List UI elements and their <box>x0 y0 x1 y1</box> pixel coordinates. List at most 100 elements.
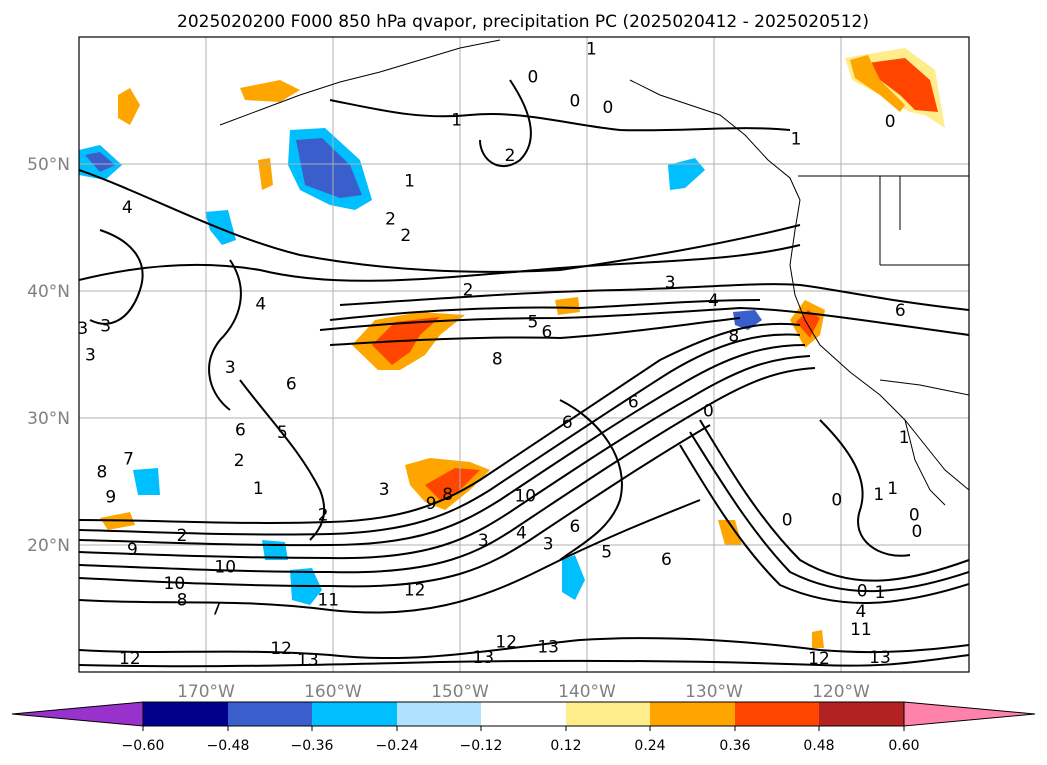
baja <box>904 419 946 506</box>
shade-positive-spot6 <box>555 297 580 315</box>
contour-se-1 <box>699 419 969 582</box>
contour-label: 1 <box>899 428 910 448</box>
lon-tick-170w: 170°W <box>177 682 235 702</box>
shade-positive-ne-core <box>868 58 938 112</box>
contour-label: 3 <box>379 480 390 500</box>
contour-label: 4 <box>255 295 266 315</box>
contour-1-north <box>329 99 791 132</box>
shade-negative-west-mid <box>205 210 236 245</box>
contour-label: 2 <box>385 210 396 230</box>
contour-label: 0 <box>857 582 868 602</box>
contour-label: 0 <box>569 92 580 112</box>
shade-negative-north-mid <box>668 158 705 190</box>
colorbar-extend-low <box>11 701 144 727</box>
contour-se-2 <box>689 431 969 593</box>
contour-band-2 <box>79 333 801 536</box>
contour-label: 0 <box>911 522 922 542</box>
contour-label: 4 <box>708 291 719 311</box>
lon-tick-150w: 150°W <box>431 682 489 702</box>
contour-se-3 <box>679 444 969 604</box>
contour-label: 3 <box>478 531 489 551</box>
cb-tick-label-3: −0.36 <box>291 738 334 754</box>
contour-6 <box>319 306 969 336</box>
cb-tick-label-4: −0.24 <box>376 738 419 754</box>
qvapor-contours <box>79 79 969 668</box>
contour-wiggle-west <box>89 229 144 325</box>
contour-label: 4 <box>516 523 527 543</box>
cb-tick-label-9: 0.48 <box>803 738 834 754</box>
contour-label: 8 <box>177 591 188 611</box>
shade-negative-nw-core <box>296 138 362 198</box>
contour-label: 7 <box>123 450 134 470</box>
contour-label: 0 <box>603 98 614 118</box>
contour-label: 13 <box>297 650 319 670</box>
shade-positive-ne-mid <box>850 55 905 112</box>
contour-label: 1 <box>586 39 597 59</box>
colorbar-bin-6 <box>566 702 650 726</box>
contour-label: 0 <box>703 401 714 421</box>
contour-label: 2 <box>177 526 188 546</box>
contour-label: 1 <box>873 485 884 505</box>
lon-tick-140w: 140°W <box>558 682 616 702</box>
contour-13 <box>79 654 969 668</box>
shade-positive-spot2 <box>258 158 273 190</box>
contour-label: 6 <box>562 413 573 433</box>
contour-label: 6 <box>895 301 906 321</box>
contour-label: 2 <box>400 226 411 246</box>
cb-tick-label-7: 0.24 <box>634 738 665 754</box>
contour-label: 0 <box>885 112 896 132</box>
lat-tick-20n: 20°N <box>27 536 70 556</box>
contour-wiggle-se <box>559 399 623 561</box>
contour-label: 13 <box>537 638 559 658</box>
contour-label: 3 <box>543 535 554 555</box>
colorbar-bin-7 <box>650 702 735 726</box>
contour-label: 9 <box>127 540 138 560</box>
coastline-alaska <box>219 39 501 126</box>
contour-band-3 <box>79 344 806 547</box>
lon-tick-120w: 120°W <box>812 682 870 702</box>
cb-tick-label-2: −0.48 <box>207 738 250 754</box>
contour-label: 12 <box>808 649 830 669</box>
contour-label: 4 <box>856 602 867 622</box>
cb-tick-label-5: −0.12 <box>460 738 503 754</box>
contour-label: 13 <box>472 648 494 668</box>
contour-label: 2 <box>463 281 474 301</box>
contour-8 <box>329 317 741 346</box>
contour-label: 8 <box>492 349 503 369</box>
contour-label: 2 <box>505 146 516 166</box>
contour-label: 10 <box>514 486 536 506</box>
shade-positive-spot4 <box>718 520 742 545</box>
contour-label: 8 <box>442 485 453 505</box>
contour-2 <box>79 169 801 273</box>
contour-label: 6 <box>235 420 246 440</box>
contour-label: 1 <box>404 172 415 192</box>
border-us-mexico <box>879 379 969 396</box>
contour-label: 7 <box>211 600 222 620</box>
colorbar-bin-9 <box>819 702 904 726</box>
lat-tick-40n: 40°N <box>27 282 70 302</box>
shade-positive-spot7 <box>812 630 824 648</box>
lon-tick-160w: 160°W <box>304 682 362 702</box>
shade-positive-spot3 <box>240 80 300 102</box>
contour-label: 5 <box>601 542 612 562</box>
contour-3 <box>79 244 801 282</box>
contour-label: 0 <box>831 490 842 510</box>
colorbar-extend-high <box>903 701 1036 727</box>
colorbar-bin-4 <box>397 702 481 726</box>
contour-label: 10 <box>164 574 186 594</box>
contour-label: 12 <box>270 639 292 659</box>
map-gridlines <box>79 37 969 672</box>
colorbar-bin-1 <box>143 702 228 726</box>
contour-label: 5 <box>277 423 288 443</box>
cb-tick-label-6: 0.12 <box>550 738 581 754</box>
contour-label: 1 <box>791 130 802 150</box>
lon-tick-labels: 170°W 160°W 150°W 140°W 130°W 120°W <box>177 682 870 702</box>
contour-wiggle-mid <box>208 259 242 411</box>
contour-label: 12 <box>404 580 426 600</box>
coastline <box>219 39 969 506</box>
contour-4 <box>339 283 969 311</box>
precipitation-shading <box>79 48 945 648</box>
contour-label: 3 <box>85 346 96 366</box>
contour-label: 6 <box>628 392 639 412</box>
